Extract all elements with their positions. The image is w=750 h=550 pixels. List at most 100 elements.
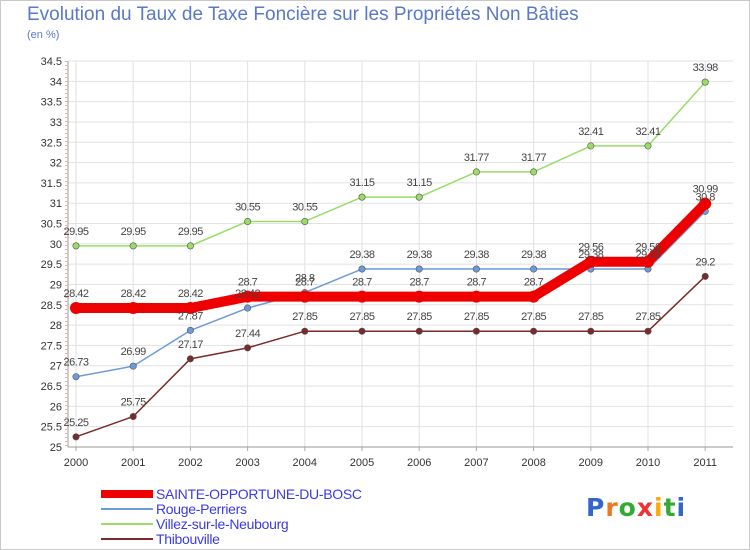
y-tick-label: 34.5 xyxy=(41,56,62,68)
y-tick-label: 33.5 xyxy=(41,97,62,109)
data-label: 27.85 xyxy=(292,311,317,323)
x-tick-label: 2008 xyxy=(521,457,545,469)
data-point xyxy=(644,327,652,335)
x-tick-label: 2009 xyxy=(579,457,603,469)
data-label: 29.38 xyxy=(349,249,374,261)
y-tick-label: 31 xyxy=(50,198,62,210)
data-label: 27.85 xyxy=(635,311,660,323)
data-point xyxy=(129,362,137,370)
data-point xyxy=(301,327,309,335)
y-tick-label: 33 xyxy=(50,117,62,129)
data-label: 28.42 xyxy=(178,288,203,300)
y-tick-label: 31.5 xyxy=(41,178,62,190)
data-label: 31.77 xyxy=(464,152,489,164)
data-point xyxy=(244,217,252,225)
data-label: 29.2 xyxy=(695,256,715,268)
y-tick-label: 30 xyxy=(50,239,62,251)
y-tick-label: 27.5 xyxy=(41,340,62,352)
data-point xyxy=(415,193,423,201)
data-point xyxy=(356,290,368,303)
y-tick-label: 29.5 xyxy=(41,259,62,271)
data-point xyxy=(70,302,82,315)
data-point xyxy=(415,265,423,273)
y-tick-label: 29 xyxy=(50,279,62,291)
data-point xyxy=(244,304,252,312)
data-label: 30.55 xyxy=(292,201,317,213)
data-point xyxy=(298,290,311,303)
data-point xyxy=(584,255,597,268)
logo-letter: r xyxy=(605,493,619,522)
data-label: 33.98 xyxy=(693,62,718,74)
data-point xyxy=(186,242,194,250)
data-label: 28.7 xyxy=(238,277,258,289)
data-label: 29.95 xyxy=(121,226,146,238)
data-label: 27.85 xyxy=(349,311,374,323)
x-tick-label: 2007 xyxy=(464,457,488,469)
data-label: 29.95 xyxy=(178,226,203,238)
x-tick-label: 2004 xyxy=(293,457,317,469)
x-tick-label: 2001 xyxy=(121,457,145,469)
data-point xyxy=(241,290,254,303)
data-point xyxy=(184,302,197,315)
data-label: 28.7 xyxy=(524,277,544,289)
data-point xyxy=(530,327,538,335)
series-line xyxy=(75,275,706,438)
y-tick-label: 25 xyxy=(50,442,62,454)
y-tick-label: 26 xyxy=(50,401,62,413)
y-tick-label: 30.5 xyxy=(41,219,62,231)
data-label: 27.85 xyxy=(521,311,546,323)
data-point xyxy=(186,355,194,363)
data-point xyxy=(72,373,80,381)
x-tick-label: 2011 xyxy=(693,457,717,469)
data-point xyxy=(72,242,80,250)
legend-label: Thibouville xyxy=(156,531,220,547)
x-tick-label: 2006 xyxy=(407,457,431,469)
legend-swatch xyxy=(101,490,153,498)
data-point xyxy=(301,217,309,225)
data-point xyxy=(129,413,137,421)
x-tick-label: 2010 xyxy=(636,457,660,469)
legend-label: Villez-sur-le-Neubourg xyxy=(156,516,289,532)
data-point xyxy=(415,327,423,335)
y-tick-label: 26.5 xyxy=(41,381,62,393)
data-label: 29.38 xyxy=(521,249,546,261)
y-tick-label: 27 xyxy=(50,361,62,373)
y-tick-label: 34 xyxy=(50,76,62,88)
legend-swatch xyxy=(101,523,153,525)
legend-label: SAINTE-OPPORTUNE-DU-BOSC xyxy=(156,486,362,502)
data-label: 27.85 xyxy=(464,311,489,323)
legend-swatch xyxy=(101,508,153,510)
data-label: 31.15 xyxy=(349,177,374,189)
data-label: 27.85 xyxy=(578,311,603,323)
data-label: 30.99 xyxy=(693,184,718,196)
x-tick-label: 2000 xyxy=(64,457,88,469)
series-line xyxy=(75,210,706,378)
data-label: 29.95 xyxy=(63,226,88,238)
data-point xyxy=(72,433,80,441)
data-label: 28.8 xyxy=(295,273,315,285)
data-label: 28.7 xyxy=(352,277,372,289)
chart-unit-label: (en %) xyxy=(27,29,60,41)
data-point xyxy=(186,326,194,334)
data-point xyxy=(530,265,538,273)
series-line xyxy=(71,198,711,314)
data-label: 29.38 xyxy=(578,249,603,261)
x-tick-label: 2003 xyxy=(235,457,259,469)
data-label: 28.7 xyxy=(295,277,315,289)
data-label: 29.38 xyxy=(635,249,660,261)
data-label: 31.77 xyxy=(521,152,546,164)
data-label: 28.42 xyxy=(63,288,88,300)
data-label: 30.55 xyxy=(235,201,260,213)
data-label: 32.41 xyxy=(578,126,603,138)
data-label: 25.75 xyxy=(121,397,146,409)
data-label: 27.85 xyxy=(407,311,432,323)
logo-letter: x xyxy=(636,493,654,522)
data-label: 26.73 xyxy=(63,357,88,369)
data-point xyxy=(587,327,595,335)
data-label: 26.99 xyxy=(121,346,146,358)
data-label: 27.87 xyxy=(178,310,203,322)
data-point xyxy=(530,168,538,176)
y-tick-label: 28.5 xyxy=(41,300,62,312)
